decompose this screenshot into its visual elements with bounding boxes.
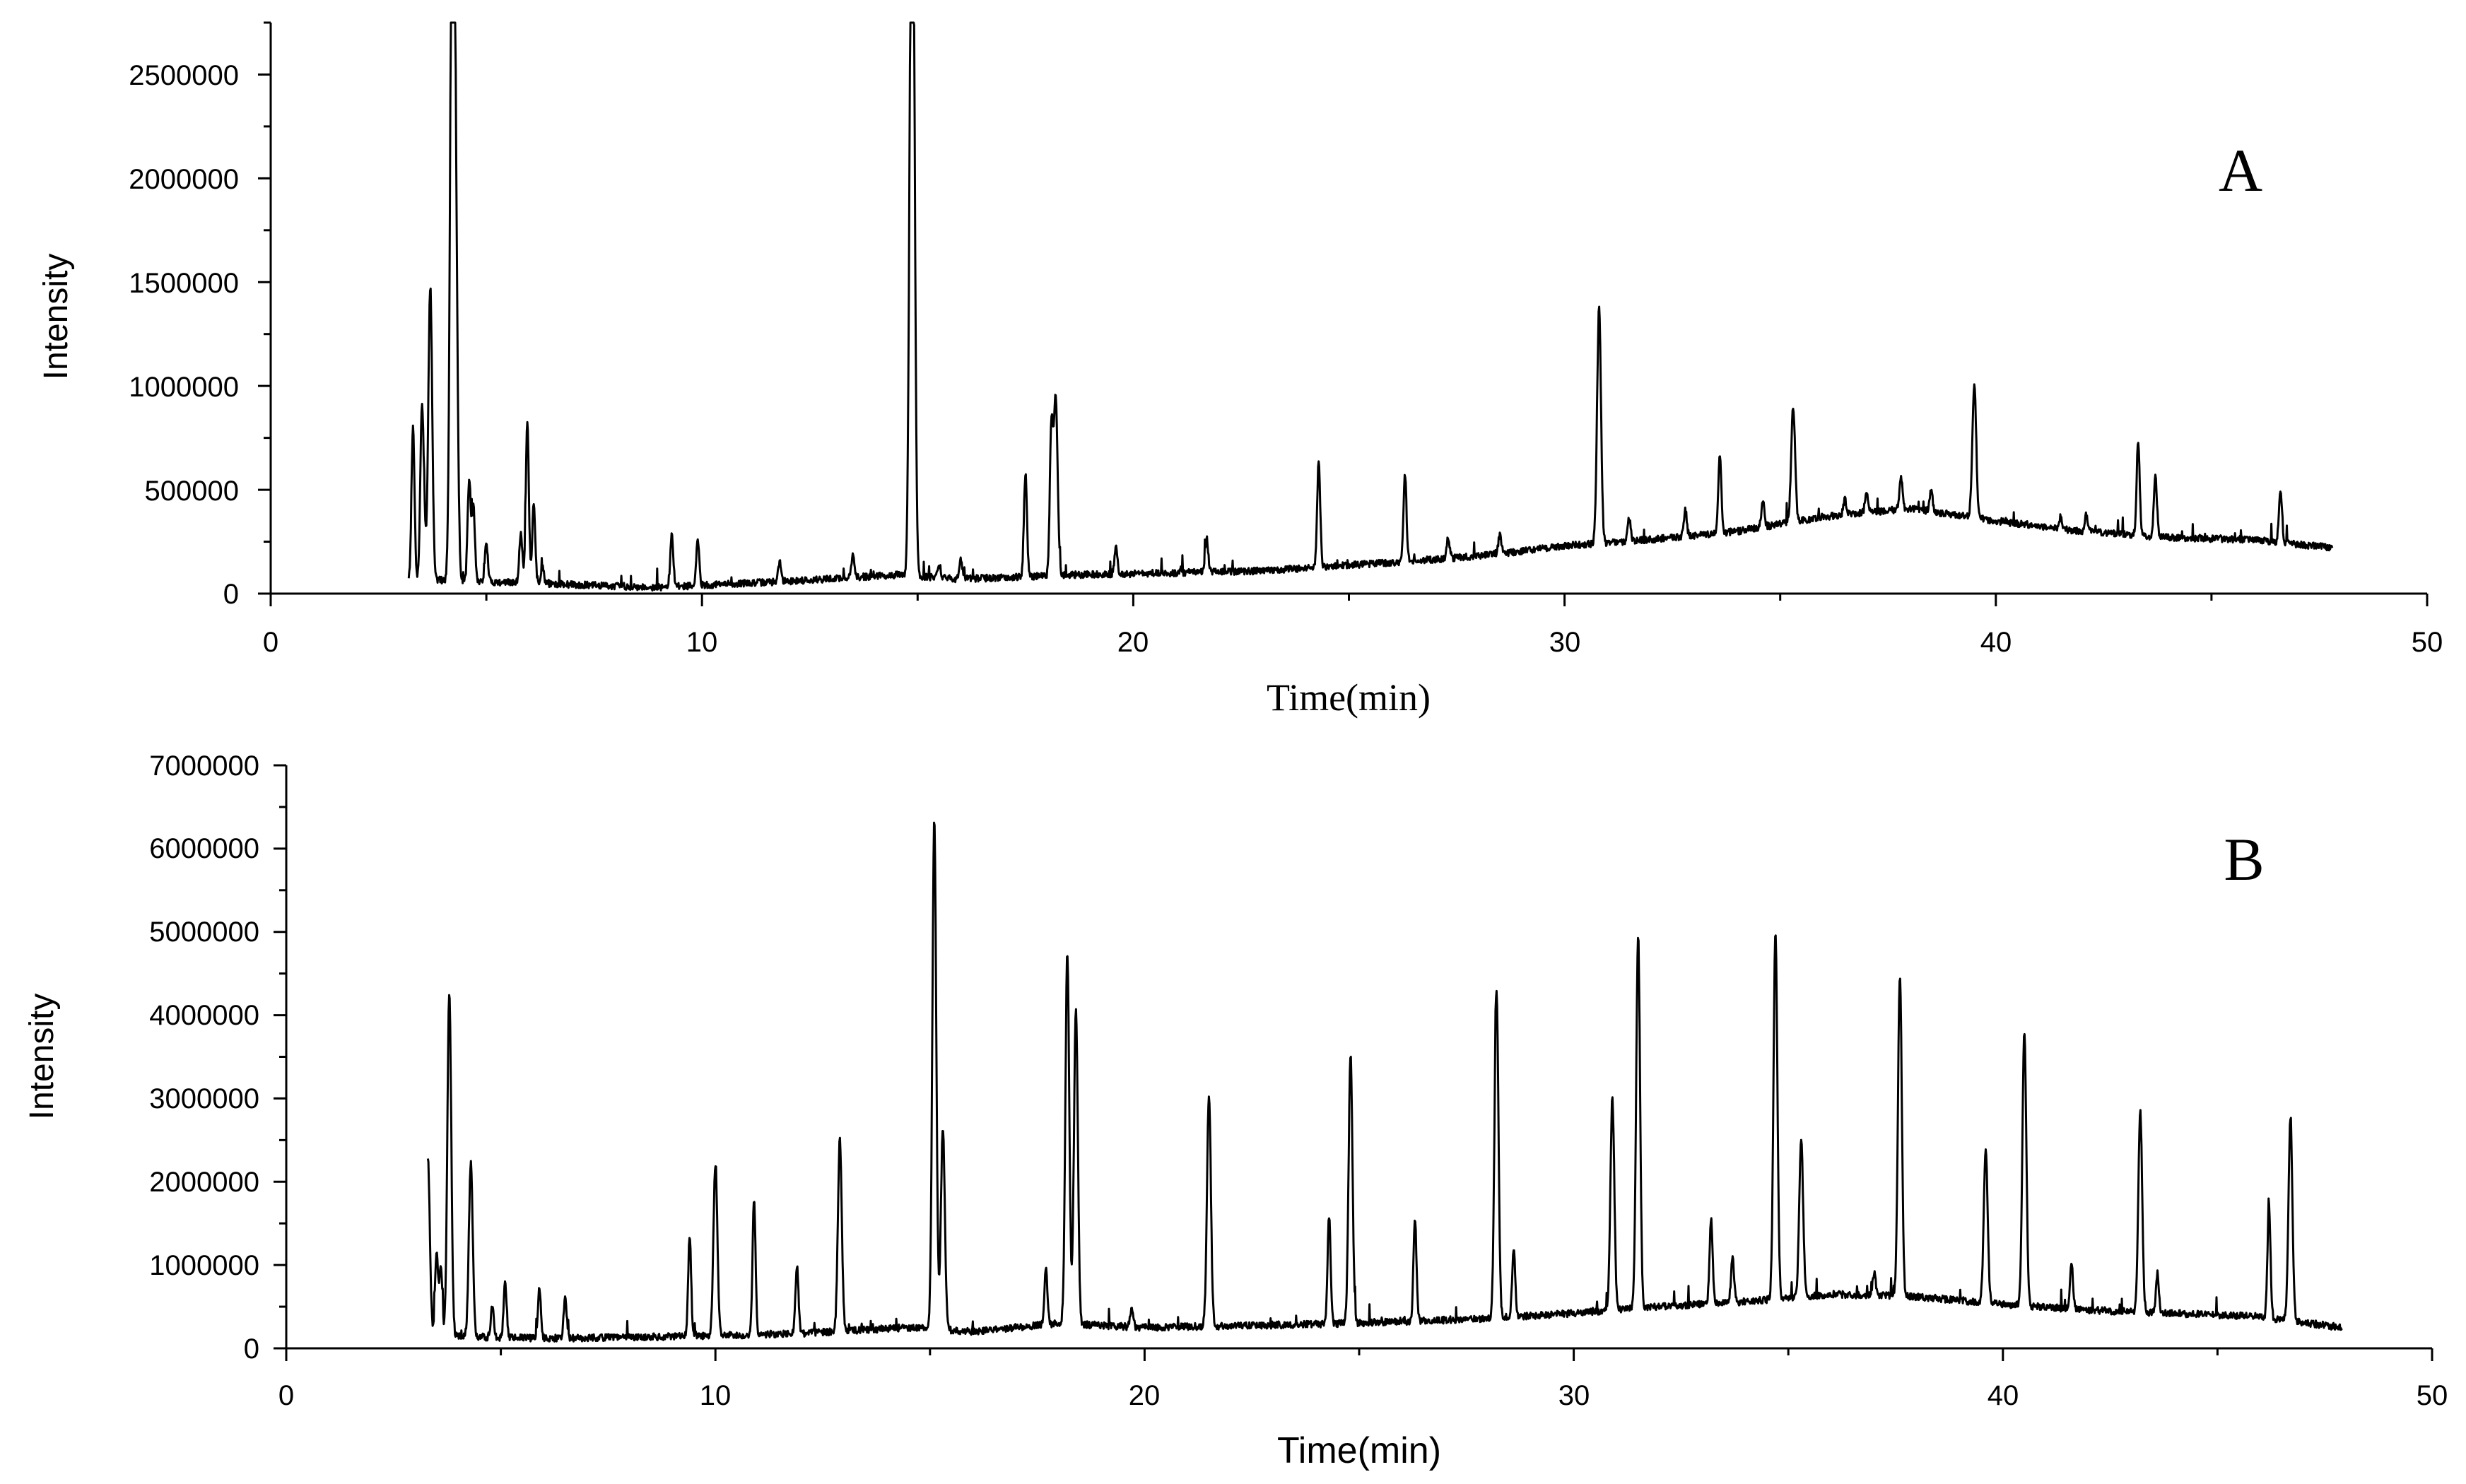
panel-b-x-tick-20: 20 xyxy=(1129,1380,1161,1411)
panel-b-y-tick-7000000: 7000000 xyxy=(149,750,259,782)
panel-b-x-tick-30: 30 xyxy=(1558,1380,1590,1411)
panel-b-x-tick-50: 50 xyxy=(2417,1380,2448,1411)
panel-a-x-tick-50: 50 xyxy=(2412,627,2443,658)
panel-a-y-tick-0: 0 xyxy=(223,579,239,610)
panel-b-x-tick-10: 10 xyxy=(700,1380,732,1411)
panel-a-x-axis-label: Time(min) xyxy=(1267,676,1431,719)
panel-b-y-tick-3000000: 3000000 xyxy=(149,1083,259,1114)
panel-b-x-tick-40: 40 xyxy=(1988,1380,2019,1411)
panel-b-y-tick-0: 0 xyxy=(244,1333,259,1365)
panel-a-y-tick-1500000: 1500000 xyxy=(129,268,239,299)
panel-a-label: A xyxy=(2219,136,2262,204)
panel-a-chromatogram-trace xyxy=(407,21,2334,592)
panel-b-ticks xyxy=(274,764,2433,1361)
panel-b-y-tick-1000000: 1000000 xyxy=(149,1250,259,1281)
panel-a-x-tick-40: 40 xyxy=(1980,627,2012,658)
panel-b-y-tick-6000000: 6000000 xyxy=(149,833,259,864)
panel-b: 0 1000000 2000000 3000000 4000000 500000… xyxy=(23,750,2448,1471)
panel-a-x-tick-30: 30 xyxy=(1549,627,1581,658)
panel-b-y-tick-4000000: 4000000 xyxy=(149,1000,259,1031)
panel-b-chromatogram-trace xyxy=(426,821,2343,1343)
panel-b-y-axis-label: Intensity xyxy=(23,994,61,1120)
panel-b-x-axis-label: Time(min) xyxy=(1277,1430,1441,1471)
panel-a-y-tick-2500000: 2500000 xyxy=(129,60,239,91)
panel-a-x-tick-0: 0 xyxy=(263,627,278,658)
panel-a-y-axis-label: Intensity xyxy=(37,254,75,380)
panel-b-y-tick-2000000: 2000000 xyxy=(149,1167,259,1198)
panel-a-y-tick-500000: 500000 xyxy=(145,476,239,507)
panel-b-y-tick-5000000: 5000000 xyxy=(149,917,259,948)
panel-a-x-tick-10: 10 xyxy=(686,627,718,658)
panel-b-label: B xyxy=(2224,825,2264,893)
panel-a-y-tick-1000000: 1000000 xyxy=(129,372,239,403)
panel-a-y-tick-2000000: 2000000 xyxy=(129,164,239,195)
panel-a-x-tick-20: 20 xyxy=(1117,627,1149,658)
panel-a-ticks xyxy=(258,21,2429,606)
panel-b-x-tick-0: 0 xyxy=(278,1380,294,1411)
panel-a: 0 500000 1000000 1500000 2000000 2500000… xyxy=(37,21,2443,719)
